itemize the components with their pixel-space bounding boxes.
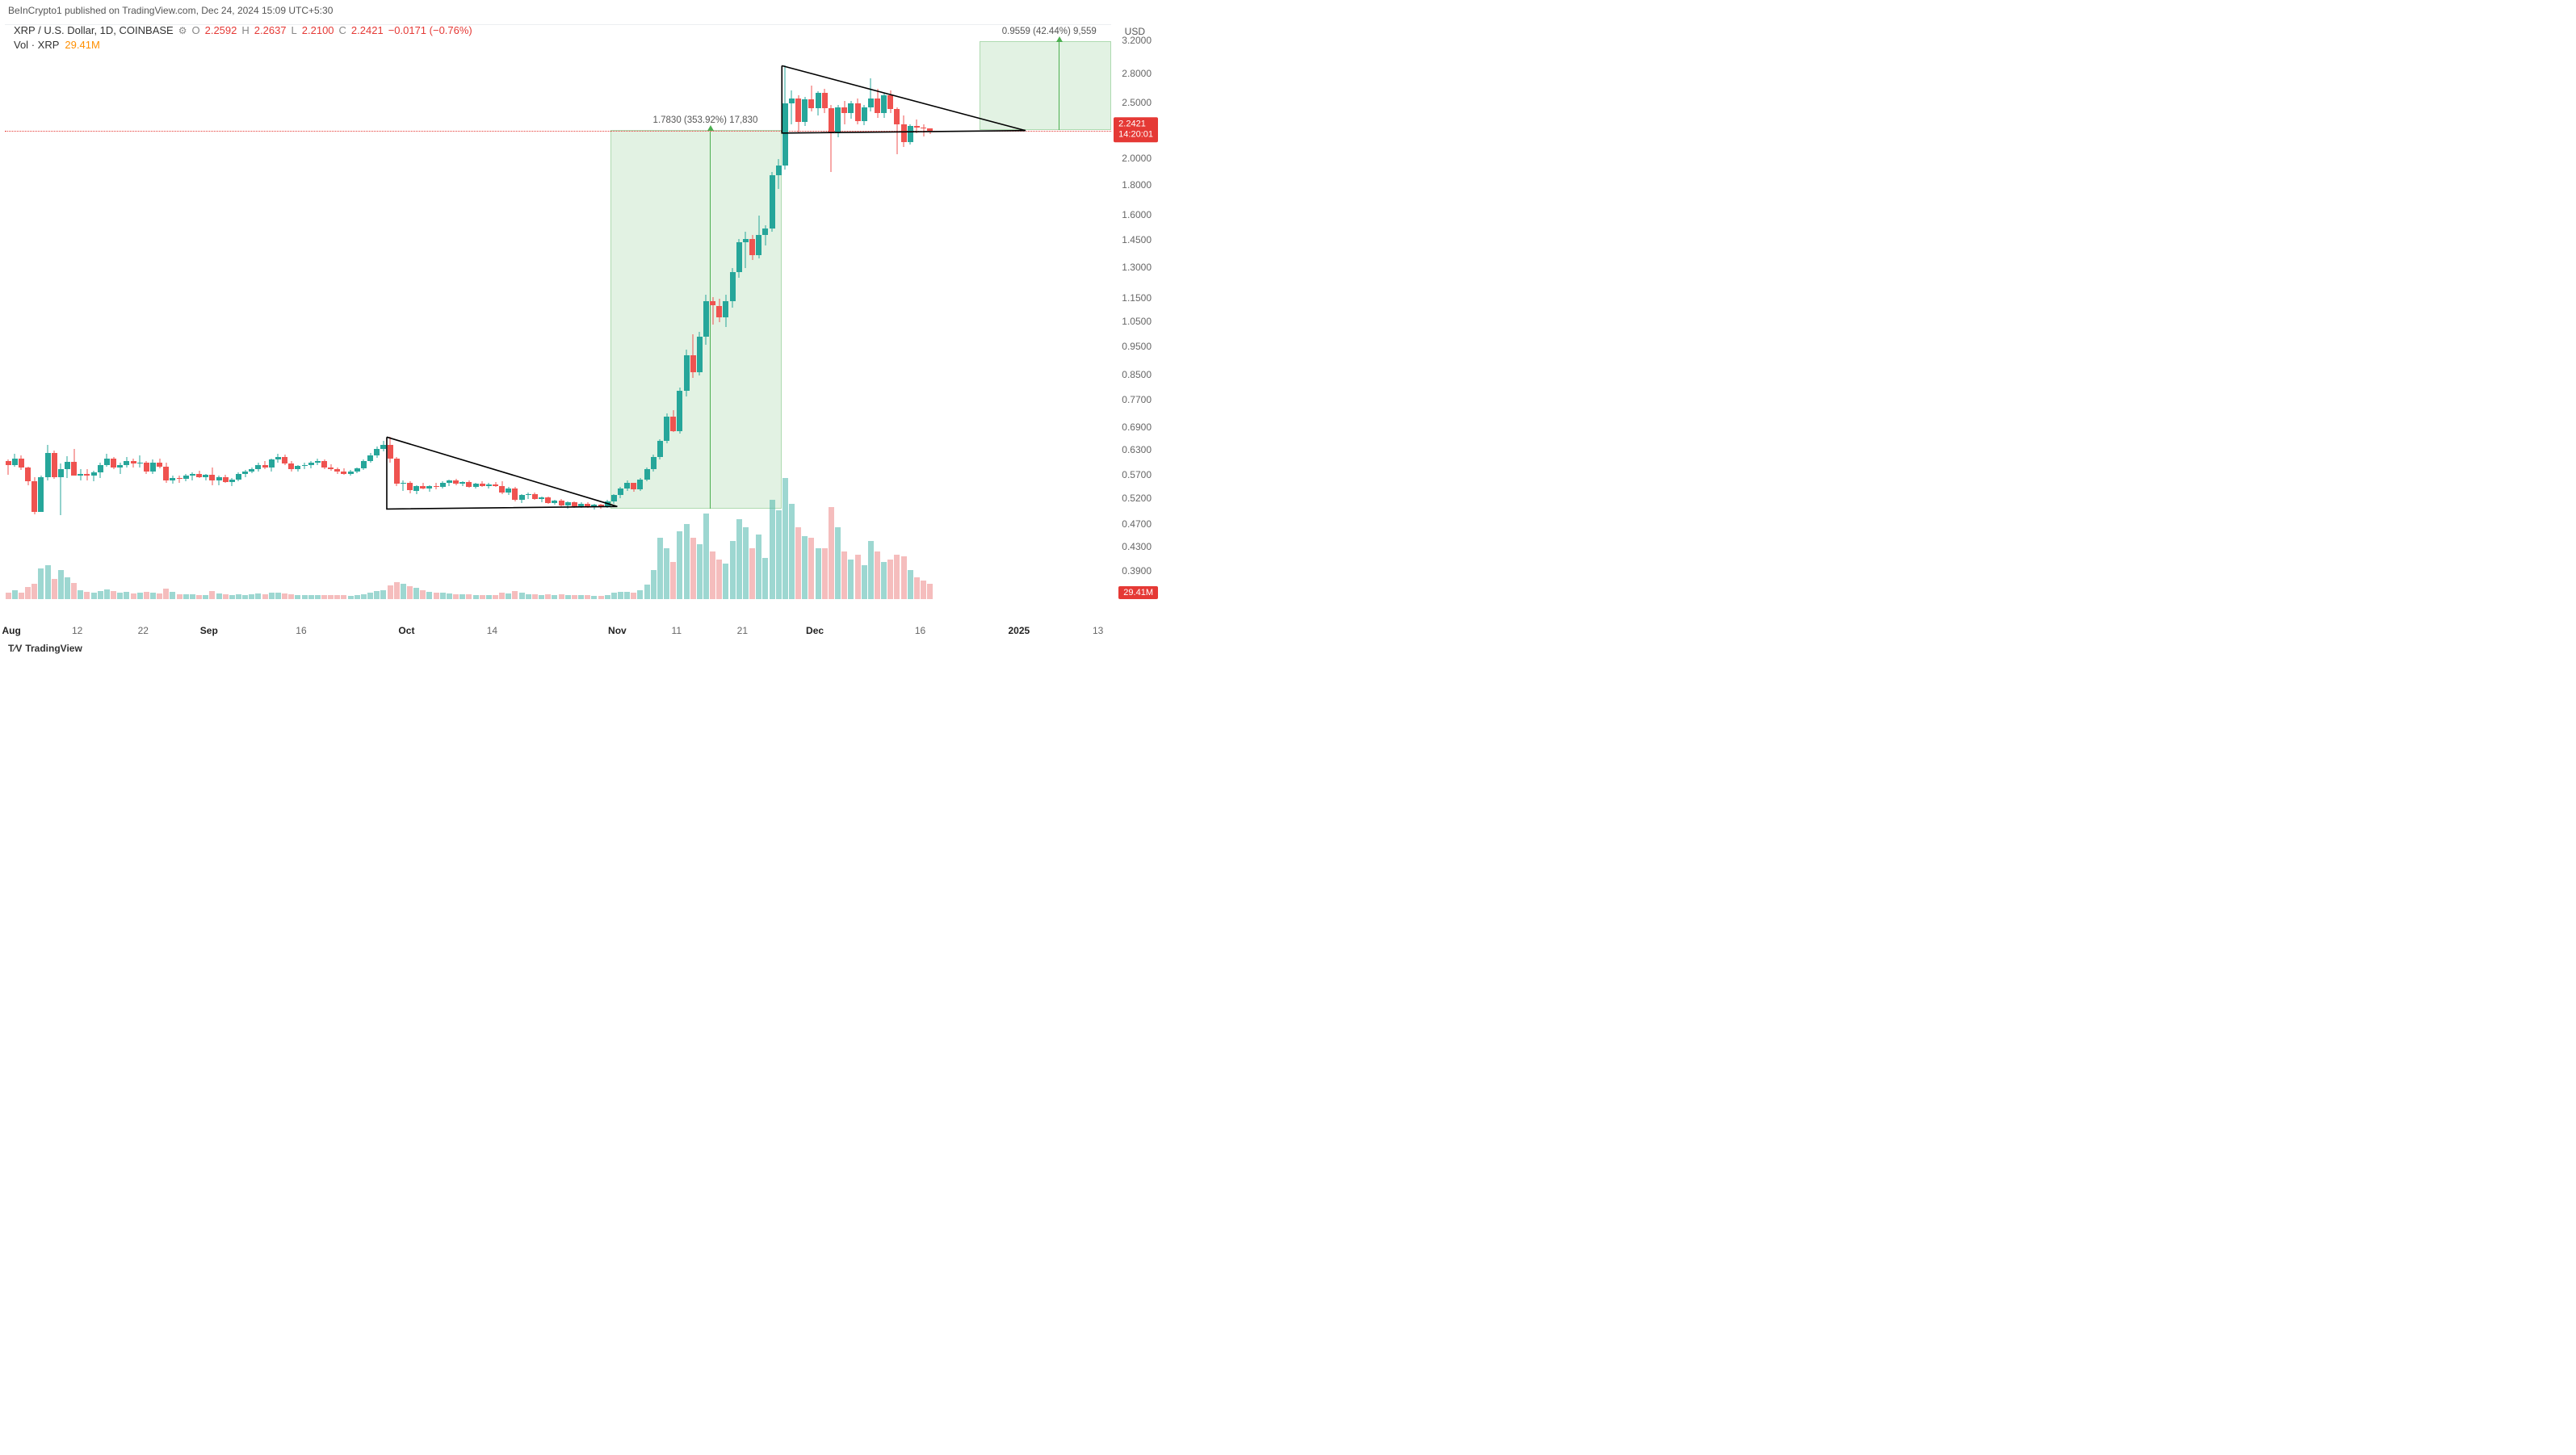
x-tick: 12 [72,625,82,636]
y-tick: 2.8000 [1122,68,1152,79]
y-tick: 0.6900 [1122,421,1152,433]
x-tick: 16 [915,625,925,636]
x-tick: 13 [1093,625,1103,636]
attribution: BeInCrypto1 published on TradingView.com… [8,5,333,16]
x-axis: Aug 12 22 Sep 16 Oct 14 Nov 11 21 Dec 16 2025 13 [5,625,1111,641]
y-axis: 3.20002.80002.50002.24212.00001.80001.60… [1111,24,1163,620]
x-tick: 14 [487,625,497,636]
x-tick: 11 [672,625,682,636]
volume-badge: 29.41M [1118,586,1158,599]
y-tick: 1.4500 [1122,234,1152,245]
x-tick: Sep [200,625,218,636]
y-tick: 0.5700 [1122,469,1152,480]
y-tick: 0.5200 [1122,493,1152,504]
brand-text: TradingView [25,643,82,654]
y-tick: 0.4700 [1122,518,1152,530]
y-tick: 1.8000 [1122,179,1152,191]
x-tick: 2025 [1008,625,1030,636]
y-tick: 1.0500 [1122,316,1152,327]
x-tick: Oct [398,625,414,636]
y-tick: 1.6000 [1122,209,1152,220]
price-badge: 2.242114:20:01 [1114,117,1158,143]
y-tick: 2.0000 [1122,153,1152,164]
y-tick: 1.1500 [1122,292,1152,304]
wedge-pattern [5,25,1111,600]
y-tick: 0.4300 [1122,541,1152,552]
y-tick: 0.9500 [1122,341,1152,352]
x-tick: Dec [806,625,824,636]
y-tick: 2.5000 [1122,97,1152,108]
y-tick: 0.8500 [1122,369,1152,380]
x-tick: Aug [2,625,20,636]
y-tick: 0.7700 [1122,394,1152,405]
x-tick: 16 [296,625,306,636]
x-tick: 21 [737,625,748,636]
y-tick: 0.6300 [1122,444,1152,455]
x-tick: Nov [608,625,627,636]
tv-logo-icon: T⁄V [8,643,22,654]
y-tick: 0.3900 [1122,565,1152,577]
y-tick: 3.2000 [1122,35,1152,46]
price-chart[interactable]: 1.7830 (353.92%) 17,8300.9559 (42.44%) 9… [5,24,1111,620]
brand-footer: T⁄V TradingView [8,643,82,654]
y-tick: 1.3000 [1122,262,1152,273]
x-tick: 22 [138,625,149,636]
